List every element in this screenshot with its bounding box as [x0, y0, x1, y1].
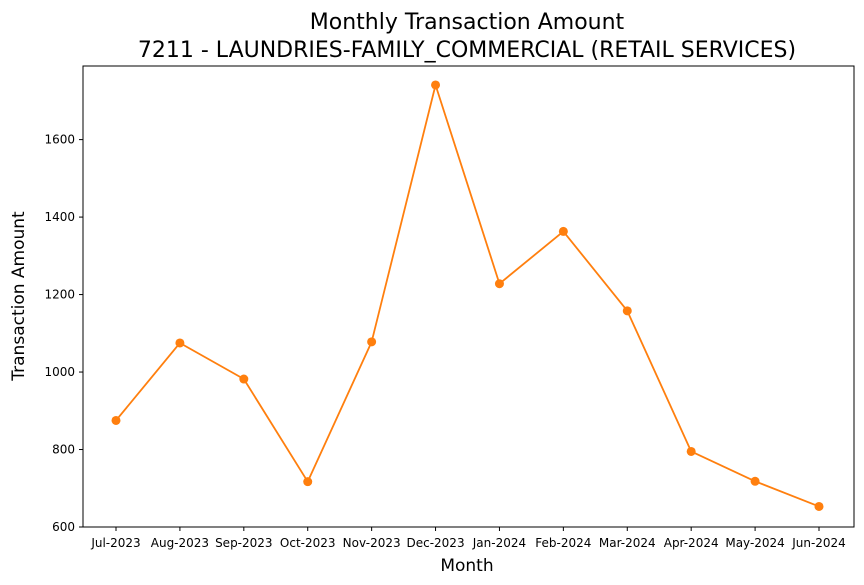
x-tick-label: Mar-2024 [599, 536, 656, 550]
y-tick-label: 800 [52, 443, 75, 457]
x-tick-label: Aug-2023 [151, 536, 209, 550]
x-tick-label: May-2024 [725, 536, 784, 550]
y-axis-label: Transaction Amount [9, 211, 29, 382]
data-point [814, 501, 824, 511]
series-line-group [111, 80, 824, 511]
x-axis-label: Month [440, 556, 493, 576]
x-tick-label: Nov-2023 [343, 536, 401, 550]
y-tick-label: 1200 [44, 288, 75, 302]
data-point [558, 226, 568, 236]
x-tick-label: Jun-2024 [791, 536, 846, 550]
data-point [622, 306, 632, 316]
data-point [367, 337, 377, 347]
data-point [175, 338, 185, 348]
x-tick-label: Feb-2024 [535, 536, 591, 550]
axis-ticks: Jul-2023 Aug-2023 Sep-2023 Oct-2023 Nov-2023… [44, 133, 845, 550]
plot-area-frame [82, 65, 855, 528]
data-point [239, 374, 249, 384]
y-tick-label: 1400 [44, 210, 75, 224]
y-tick-label: 600 [52, 520, 75, 534]
x-tick-label: Jan-2024 [472, 536, 526, 550]
y-tick-label: 1000 [44, 365, 75, 379]
data-point [111, 415, 121, 425]
series-line [115, 84, 820, 508]
data-point [494, 279, 504, 289]
data-point [431, 80, 441, 90]
x-tick-label: Oct-2023 [280, 536, 336, 550]
data-point [686, 446, 696, 456]
chart-title: Monthly Transaction Amount [310, 10, 625, 35]
y-tick-label: 1600 [44, 133, 75, 147]
data-point [303, 477, 313, 487]
x-tick-label: Jul-2023 [90, 536, 140, 550]
x-tick-label: Sep-2023 [215, 536, 273, 550]
data-point [750, 476, 760, 486]
x-tick-label: Dec-2023 [406, 536, 464, 550]
x-tick-label: Apr-2024 [664, 536, 719, 550]
chart-subtitle: 7211 - LAUNDRIES-FAMILY_COMMERCIAL (RETA… [138, 38, 796, 63]
